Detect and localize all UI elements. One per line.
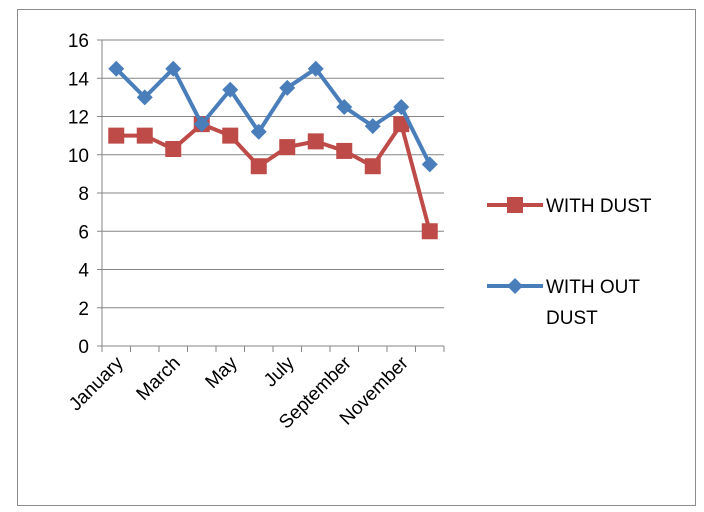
data-point-without-dust — [193, 116, 210, 133]
y-tick-label: 4 — [78, 261, 89, 282]
axes — [97, 39, 445, 352]
legend-label: DUST — [546, 308, 598, 329]
data-point-with-dust — [136, 127, 153, 144]
data-point-without-dust — [108, 60, 125, 77]
series-line-with-dust — [116, 122, 432, 232]
y-tick-label: 6 — [78, 222, 89, 243]
data-point-without-dust — [136, 89, 153, 106]
data-point-with-dust — [279, 139, 296, 156]
data-point-without-dust — [222, 81, 239, 98]
legend-item-without-dust: WITH OUT DUST — [487, 277, 640, 329]
data-point-without-dust — [336, 98, 353, 115]
x-tick-label: May — [202, 352, 243, 393]
legend-marker-with-dust — [507, 197, 523, 213]
data-point-without-dust — [250, 123, 267, 140]
y-tick-label: 14 — [68, 69, 90, 90]
x-tick-label: March — [133, 353, 185, 405]
chart-frame — [17, 9, 696, 506]
y-axis-tick-labels: 0 2 4 6 8 10 12 14 16 — [68, 31, 90, 358]
data-point-with-dust — [421, 223, 438, 240]
series-without-dust — [108, 60, 438, 173]
data-point-with-dust — [165, 141, 182, 158]
series-with-dust — [108, 116, 438, 240]
data-point-without-dust — [307, 60, 324, 77]
data-point-with-dust — [307, 133, 324, 150]
y-tick-label: 0 — [78, 337, 89, 358]
data-point-without-dust — [364, 118, 381, 135]
data-point-without-dust — [393, 98, 410, 115]
legend-item-with-dust: WITH DUST — [487, 196, 652, 217]
data-point-without-dust — [279, 79, 296, 96]
y-tick-label: 10 — [68, 146, 89, 167]
data-point-with-dust — [250, 158, 267, 175]
data-point-with-dust — [336, 142, 353, 159]
x-tick-label: January — [65, 352, 128, 415]
y-tick-label: 16 — [68, 31, 89, 52]
data-point-without-dust — [421, 156, 438, 173]
legend-marker-without-dust — [507, 278, 523, 294]
series-layer — [108, 60, 438, 240]
y-tick-label: 8 — [78, 184, 89, 205]
data-point-with-dust — [108, 127, 125, 144]
y-tick-label: 2 — [78, 299, 89, 320]
gridlines — [102, 39, 444, 309]
legend: WITH DUST WITH OUT DUST — [487, 196, 652, 329]
legend-label: WITH DUST — [546, 196, 652, 217]
legend-label: WITH OUT — [546, 277, 640, 298]
data-point-without-dust — [165, 60, 182, 77]
x-tick-label: July — [260, 352, 299, 391]
data-point-with-dust — [393, 116, 410, 133]
data-point-with-dust — [222, 127, 239, 144]
data-point-with-dust — [364, 158, 381, 175]
y-tick-label: 12 — [68, 108, 89, 129]
